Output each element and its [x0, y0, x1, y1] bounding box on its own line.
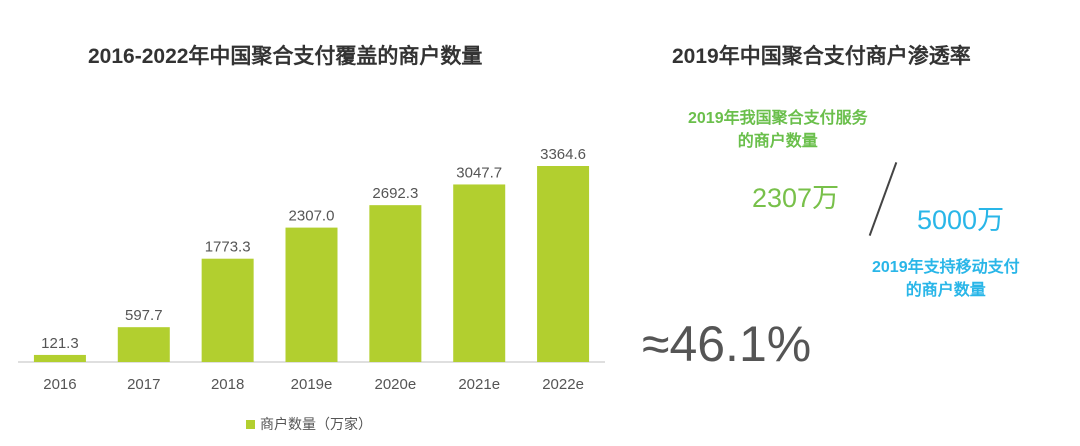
mobile-merchant-label: 2019年支持移动支付 的商户数量 [872, 256, 1020, 302]
x-tick-2016: 2016 [43, 376, 76, 393]
x-tick-2019e: 2019e [291, 376, 333, 393]
bar-2018 [201, 258, 254, 362]
data-label-2018: 1773.3 [205, 239, 251, 256]
penetration-rate: ≈46.1% [642, 316, 812, 372]
division-slash [868, 162, 898, 236]
aggregate-merchant-label: 2019年我国聚合支付服务 的商户数量 [688, 107, 868, 153]
legend-swatch [246, 419, 255, 429]
mobile-label-line2: 的商户数量 [905, 282, 986, 299]
data-label-2019e: 2307.0 [289, 208, 335, 225]
data-label-2020e: 2692.3 [372, 185, 418, 202]
aggregate-merchant-value: 2307万 [752, 183, 840, 213]
x-tick-2022e: 2022e [542, 376, 584, 393]
aggregate-label-line1: 2019年我国聚合支付服务 [688, 110, 868, 127]
bar-2016 [33, 354, 86, 362]
data-label-2022e: 3364.6 [540, 146, 586, 163]
mobile-merchant-value: 5000万 [917, 205, 1005, 235]
bar-2020e [369, 205, 422, 362]
bar-2021e [453, 184, 506, 362]
bar-2019e [285, 227, 338, 362]
data-label-2021e: 3047.7 [456, 164, 502, 181]
legend-label: 商户数量（万家） [260, 416, 372, 432]
bar-chart: 121.3 2016 597.7 2017 1773.3 2018 2307.0 2019e 2… [18, 146, 605, 393]
mobile-label-line1: 2019年支持移动支付 [872, 259, 1020, 276]
aggregate-label-line2: 的商户数量 [737, 133, 818, 150]
penetration-title: 2019年中国聚合支付商户渗透率 [672, 45, 971, 68]
bar-2022e [537, 166, 590, 362]
bar-2017 [117, 327, 170, 362]
chart-legend: 商户数量（万家） [246, 414, 372, 434]
chart-title: 2016-2022年中国聚合支付覆盖的商户数量 [88, 45, 483, 68]
data-label-2016: 121.3 [41, 335, 79, 352]
data-label-2017: 597.7 [125, 307, 163, 324]
x-tick-2018: 2018 [211, 376, 244, 393]
x-tick-2021e: 2021e [458, 376, 500, 393]
x-tick-2017: 2017 [127, 376, 160, 393]
x-tick-2020e: 2020e [374, 376, 416, 393]
